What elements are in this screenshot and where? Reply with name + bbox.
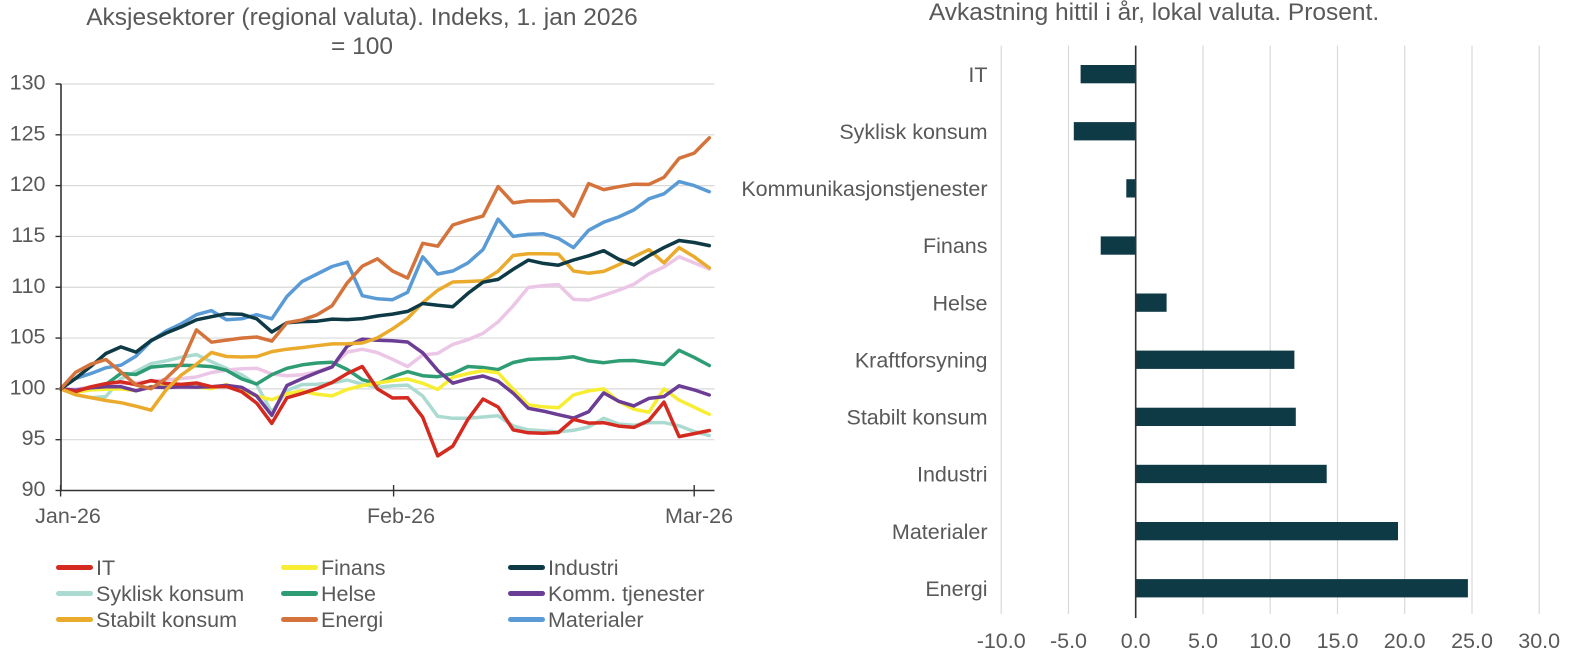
svg-text:25.0: 25.0 [1451, 629, 1493, 653]
svg-text:115: 115 [11, 223, 45, 247]
svg-text:Syklisk konsum: Syklisk konsum [96, 582, 244, 606]
svg-text:Stabilt konsum: Stabilt konsum [96, 608, 237, 632]
svg-text:Materialer: Materialer [892, 520, 988, 544]
svg-text:Mar-26: Mar-26 [665, 504, 733, 528]
svg-text:= 100: = 100 [331, 33, 393, 60]
svg-text:Helse: Helse [933, 291, 988, 315]
svg-text:IT: IT [96, 556, 115, 580]
svg-text:IT: IT [968, 63, 987, 87]
svg-text:130: 130 [10, 71, 46, 95]
svg-text:Komm. tjenester: Komm. tjenester [548, 582, 705, 606]
svg-text:0.0: 0.0 [1121, 629, 1151, 653]
svg-text:Jan-26: Jan-26 [35, 504, 101, 528]
svg-text:15.0: 15.0 [1317, 629, 1359, 653]
svg-text:Industri: Industri [548, 556, 619, 580]
svg-text:5.0: 5.0 [1188, 629, 1218, 653]
svg-text:Helse: Helse [321, 582, 376, 606]
svg-text:Syklisk konsum: Syklisk konsum [839, 120, 987, 144]
svg-text:Energi: Energi [925, 577, 987, 601]
svg-text:125: 125 [10, 121, 46, 145]
svg-text:Aksjesektorer (regional valuta: Aksjesektorer (regional valuta). Indeks,… [86, 4, 638, 31]
svg-text:Finans: Finans [923, 234, 988, 258]
svg-text:Industri: Industri [917, 463, 988, 487]
svg-text:Stabilt konsum: Stabilt konsum [846, 406, 987, 430]
svg-text:105: 105 [10, 325, 46, 349]
svg-text:120: 120 [10, 172, 46, 196]
svg-text:-10.0: -10.0 [977, 629, 1026, 653]
svg-text:20.0: 20.0 [1384, 629, 1426, 653]
svg-text:110: 110 [11, 274, 45, 298]
svg-text:90: 90 [22, 477, 46, 501]
svg-text:Avkastning hittil i år, lokal: Avkastning hittil i år, lokal valuta. Pr… [929, 0, 1379, 26]
svg-text:Feb-26: Feb-26 [367, 504, 435, 528]
svg-text:-5.0: -5.0 [1050, 629, 1087, 653]
svg-text:Kraftforsyning: Kraftforsyning [855, 349, 988, 373]
svg-text:Kommunikasjonstjenester: Kommunikasjonstjenester [741, 177, 987, 201]
svg-text:100: 100 [10, 375, 46, 399]
svg-text:10.0: 10.0 [1249, 629, 1291, 653]
svg-text:30.0: 30.0 [1518, 629, 1560, 653]
svg-text:Finans: Finans [321, 556, 386, 580]
svg-text:Materialer: Materialer [548, 608, 644, 632]
svg-text:95: 95 [22, 426, 46, 450]
svg-text:Energi: Energi [321, 608, 383, 632]
